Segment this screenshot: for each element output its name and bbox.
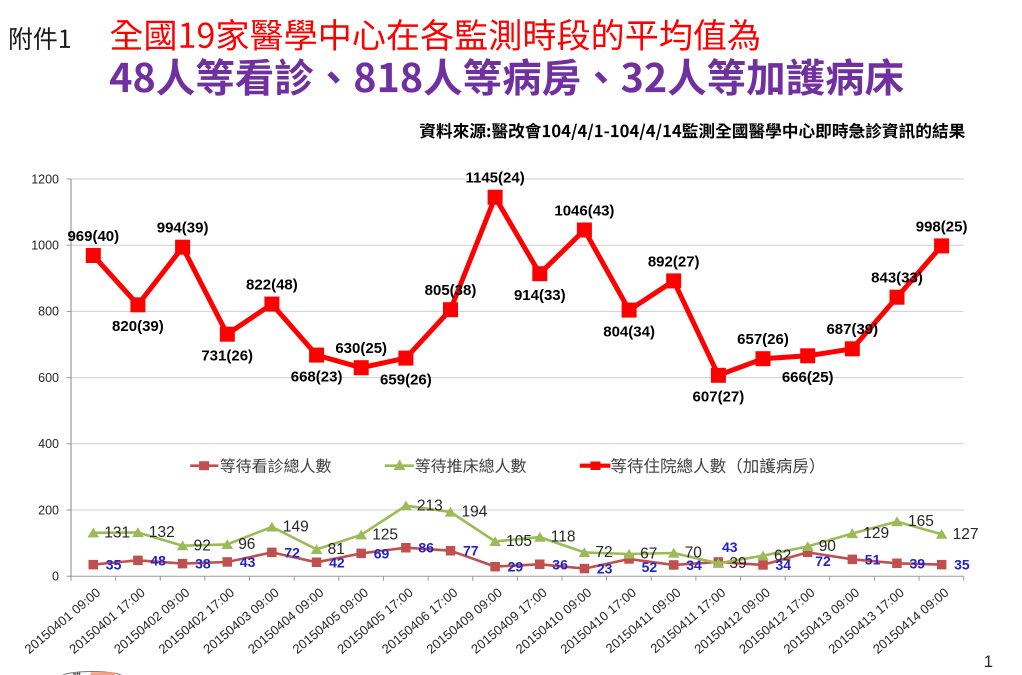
svg-text:804(34): 804(34) [603,324,655,341]
svg-text:70: 70 [685,545,703,562]
svg-text:149: 149 [283,519,309,536]
svg-text:35: 35 [954,557,970,573]
svg-text:800: 800 [38,305,59,319]
svg-text:131: 131 [104,524,130,541]
svg-text:23: 23 [597,561,613,577]
svg-text:630(25): 630(25) [335,340,387,357]
svg-text:969(40): 969(40) [67,228,119,245]
svg-text:129: 129 [863,525,889,542]
svg-text:668(23): 668(23) [291,369,343,386]
svg-text:118: 118 [551,529,576,546]
svg-text:86: 86 [418,540,434,556]
svg-text:77: 77 [463,543,479,559]
svg-text:822(48): 822(48) [246,277,298,294]
svg-text:72: 72 [815,553,831,569]
svg-text:165: 165 [908,513,934,530]
svg-text:72: 72 [595,544,612,561]
svg-text:36: 36 [552,556,568,572]
svg-text:105: 105 [506,533,532,550]
svg-text:39: 39 [910,555,926,571]
svg-text:194: 194 [462,504,488,521]
svg-text:1: 1 [984,652,993,671]
svg-text:666(25): 666(25) [782,369,834,386]
svg-text:90: 90 [819,538,837,555]
svg-text:843(33): 843(33) [871,270,923,287]
svg-text:38: 38 [195,556,211,572]
svg-text:69: 69 [374,545,390,561]
svg-text:994(39): 994(39) [157,220,209,237]
svg-text:657(26): 657(26) [737,331,789,348]
svg-text:96: 96 [238,536,255,553]
svg-text:731(26): 731(26) [201,348,253,365]
svg-text:43: 43 [240,554,256,570]
svg-text:659(26): 659(26) [380,372,432,389]
svg-text:52: 52 [642,559,658,575]
svg-text:132: 132 [149,524,175,541]
svg-text:35: 35 [106,557,122,573]
svg-text:687(39): 687(39) [826,321,878,338]
svg-text:914(33): 914(33) [514,287,566,304]
svg-text:127: 127 [953,526,979,543]
svg-text:34: 34 [776,557,792,573]
svg-text:0: 0 [52,570,59,584]
svg-text:81: 81 [328,541,345,558]
svg-text:892(27): 892(27) [648,253,700,270]
svg-text:67: 67 [640,546,657,563]
svg-text:62: 62 [774,547,791,564]
svg-text:400: 400 [38,437,59,451]
svg-text:1000: 1000 [31,239,59,253]
svg-text:51: 51 [865,551,881,567]
svg-text:200: 200 [38,503,59,517]
svg-text:1200: 1200 [31,172,59,186]
svg-text:125: 125 [372,526,398,543]
svg-text:998(25): 998(25) [916,218,968,235]
svg-text:29: 29 [508,559,524,575]
svg-text:805(38): 805(38) [425,282,477,299]
svg-text:43: 43 [722,539,738,555]
svg-text:att: att [73,672,82,675]
svg-text:42: 42 [329,554,345,570]
svg-text:607(27): 607(27) [693,389,745,406]
svg-text:213: 213 [417,497,443,514]
svg-text:1046(43): 1046(43) [554,202,614,219]
svg-text:600: 600 [38,371,59,385]
svg-text:72: 72 [284,544,300,560]
svg-text:820(39): 820(39) [112,318,164,335]
svg-text:1145(24): 1145(24) [465,170,524,187]
svg-text:39: 39 [729,555,746,572]
svg-text:34: 34 [686,557,702,573]
svg-text:48: 48 [150,552,166,568]
svg-text:92: 92 [194,537,211,554]
